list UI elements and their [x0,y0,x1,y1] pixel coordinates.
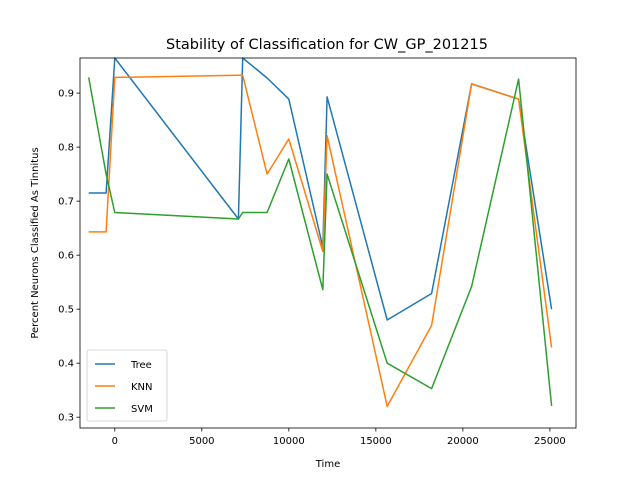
x-tick-label: 15000 [360,436,392,447]
legend-label-tree: Tree [130,360,152,371]
y-tick-label: 0.7 [58,197,74,208]
series-lines [87,57,553,408]
chart-title: Stability of Classification for CW_GP_20… [166,37,488,53]
y-tick-label: 0.3 [58,413,74,424]
y-tick-label: 0.8 [58,143,74,154]
legend: Tree KNN SVM [86,349,168,422]
y-tick-label: 0.5 [58,305,74,316]
y-tick-label: 0.6 [58,251,74,262]
x-tick-label: 25000 [534,436,566,447]
x-tick-label: 20000 [447,436,479,447]
series-line-knn [88,74,553,408]
y-tick-label: 0.4 [58,359,74,370]
axes-frame [79,57,577,429]
y-axis-ticks: 0.3 0.4 0.5 0.6 0.7 0.8 0.9 [58,89,80,424]
x-axis-ticks: 0 5000 10000 15000 20000 25000 [112,428,566,447]
x-axis-label: Time [315,459,340,470]
legend-box [86,349,168,422]
legend-label-svm: SVM [131,404,153,415]
y-tick-label: 0.9 [58,89,74,100]
series-line-svm [87,77,553,406]
series-line-tree [88,57,553,321]
x-tick-label: 10000 [273,436,305,447]
x-tick-label: 5000 [189,436,214,447]
x-tick-label: 0 [112,436,118,447]
legend-label-knn: KNN [131,382,153,393]
y-axis-label: Percent Neurons Classified As Tinnitus [30,147,41,338]
